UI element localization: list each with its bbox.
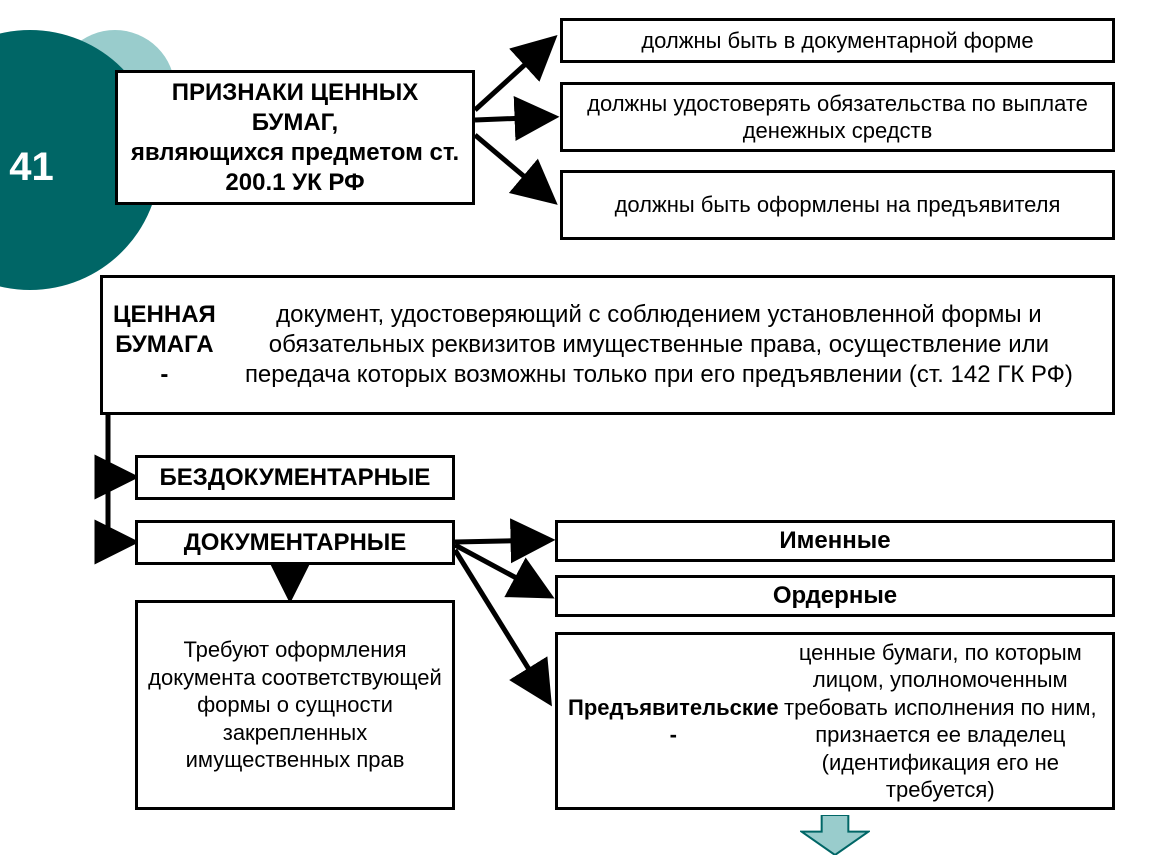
slide-stage: 41 ПРИЗНАКИ ЦЕННЫХ БУМАГ, являющихся пре… [0, 0, 1150, 864]
box-doc: ДОКУМЕНТАРНЫЕ [135, 520, 455, 565]
box-def: ЦЕННАЯ БУМАГА - документ, удостоверяющий… [100, 275, 1115, 415]
box-r1: должны быть в документарной форме [560, 18, 1115, 63]
box-docDesc: Требуют оформления документа соответству… [135, 600, 455, 810]
slide-number: 41 [0, 145, 63, 190]
box-order: Ордерные [555, 575, 1115, 617]
box-r2: должны удостоверять обязательства по вып… [560, 82, 1115, 152]
continue-down-arrow [800, 815, 870, 855]
box-named: Именные [555, 520, 1115, 562]
box-r3: должны быть оформлены на предъявителя [560, 170, 1115, 240]
box-title: ПРИЗНАКИ ЦЕННЫХ БУМАГ, являющихся предме… [115, 70, 475, 205]
box-bearer: Предъявительские - ценные бумаги, по кот… [555, 632, 1115, 810]
box-bez: БЕЗДОКУМЕНТАРНЫЕ [135, 455, 455, 500]
